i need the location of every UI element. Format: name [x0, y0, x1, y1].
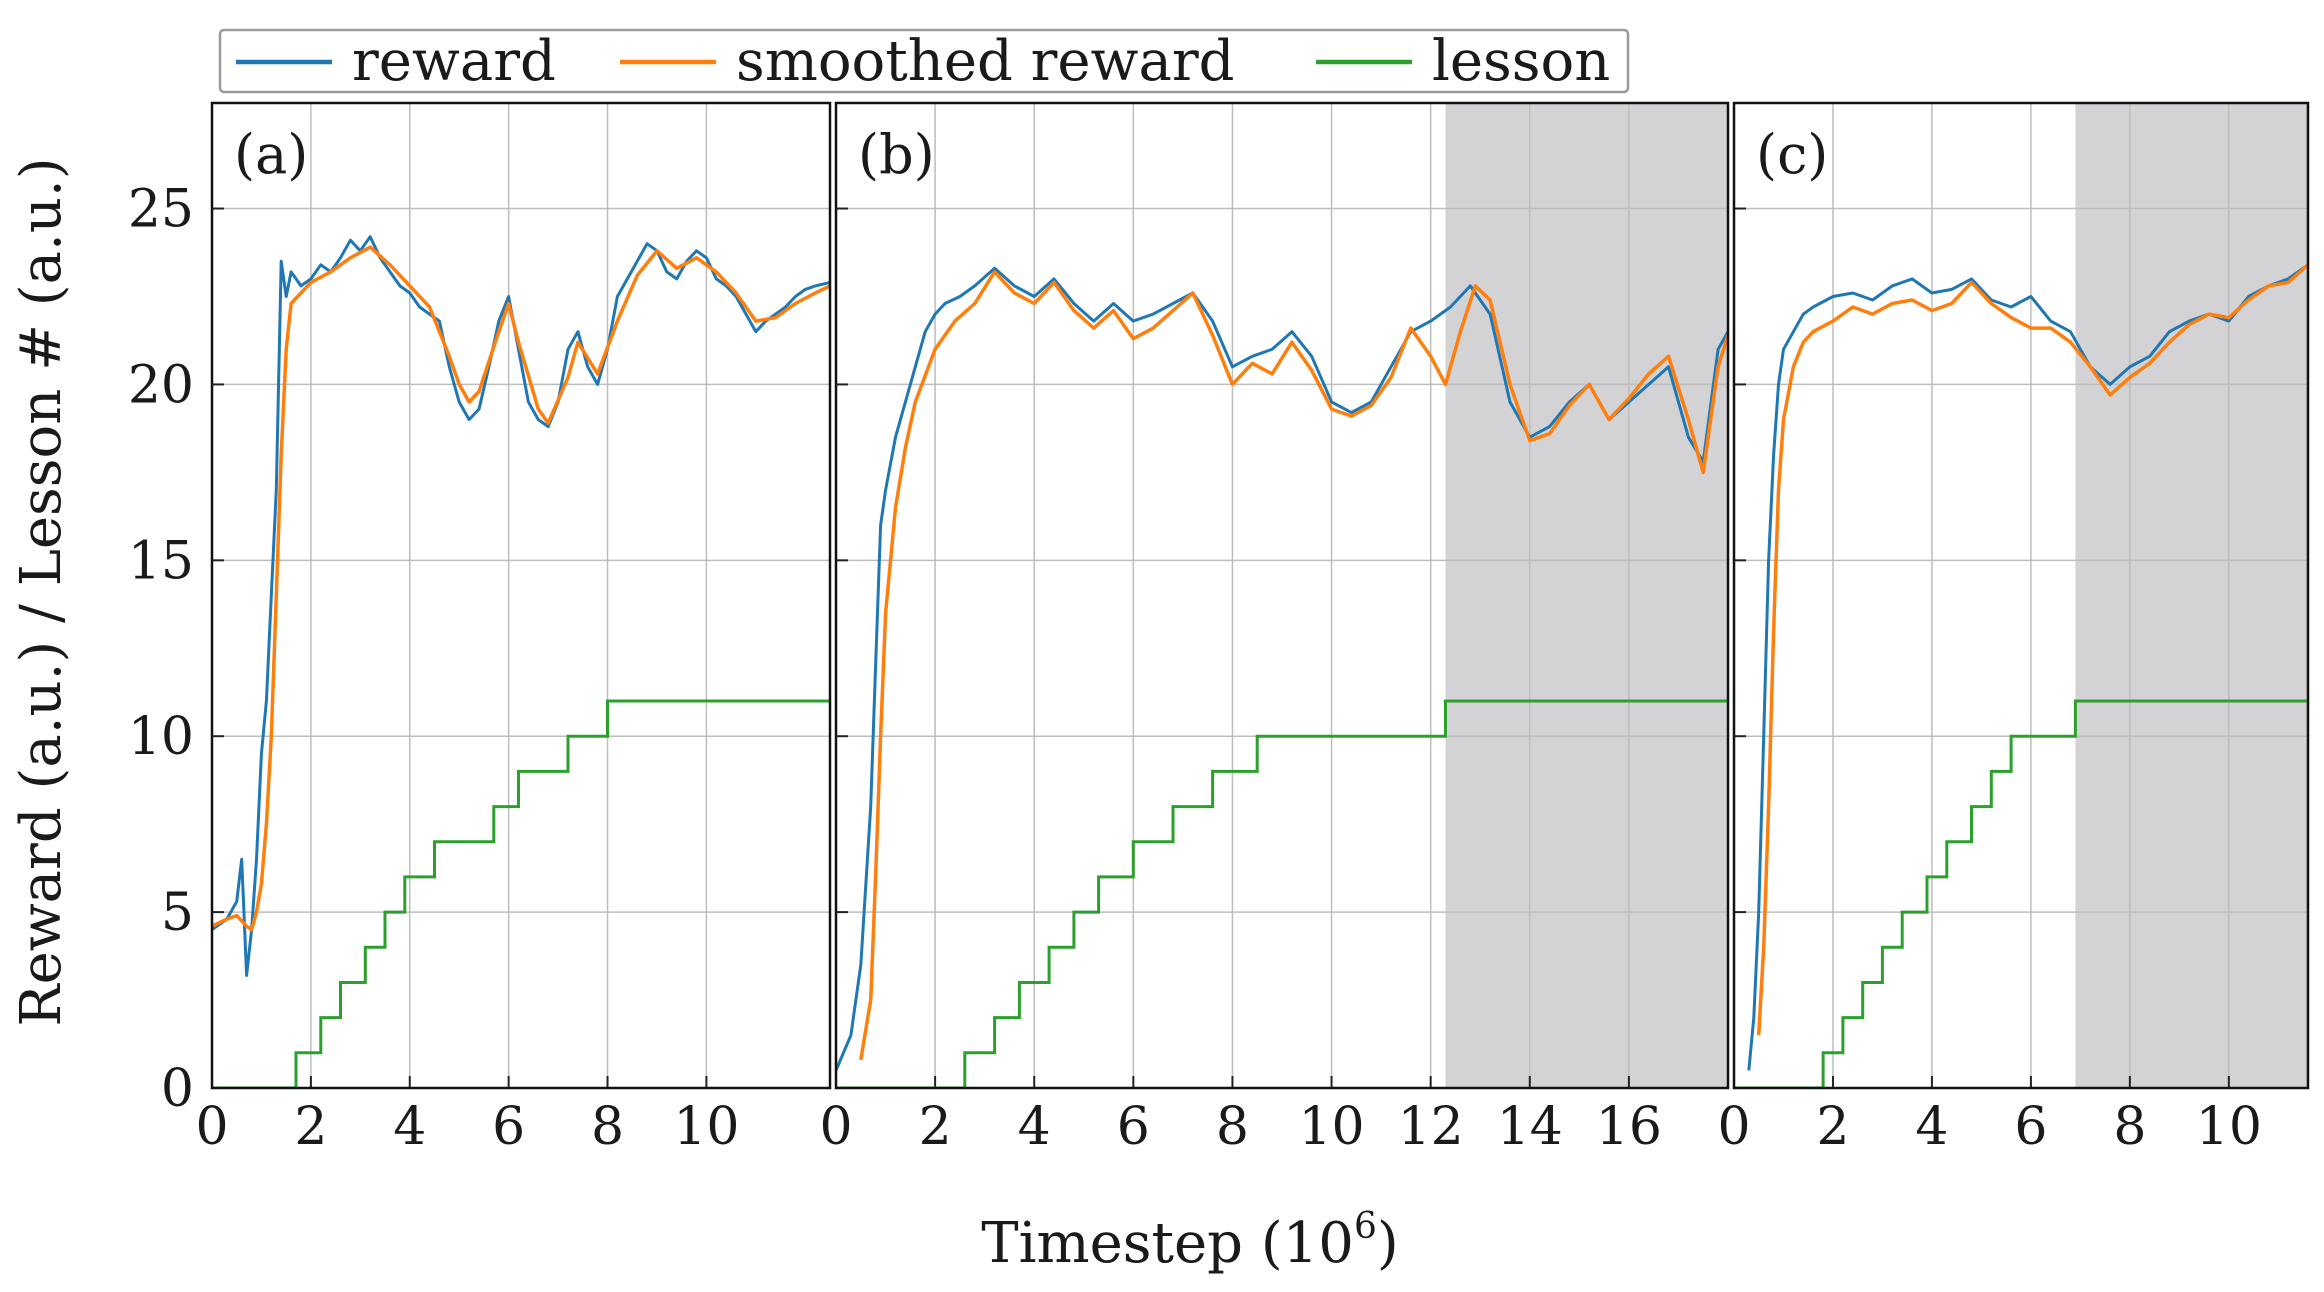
x-tick-label: 6	[1117, 1097, 1150, 1157]
x-tick-label: 12	[1398, 1097, 1464, 1157]
x-tick-label: 0	[1717, 1097, 1750, 1157]
x-tick-label: 10	[673, 1097, 739, 1157]
panel-frame	[210, 101, 832, 1090]
legend-label-lesson: lesson	[1432, 29, 1610, 94]
x-tick-label: 4	[1915, 1097, 1948, 1157]
panel-3: 0 2 4 6 8 10 (c)	[1717, 101, 2310, 1157]
legend-label-reward: reward	[352, 29, 556, 94]
legend-box	[218, 28, 1630, 94]
x-tick-label: 6	[2014, 1097, 2047, 1157]
lesson-series-line	[212, 699, 830, 1088]
reward-series-line	[836, 266, 1728, 1071]
x-tick-label: 0	[195, 1097, 228, 1157]
x-tick-label: 2	[294, 1097, 327, 1157]
x-tick-label: 8	[2113, 1097, 2146, 1157]
x-tick-label: 10	[1298, 1097, 1364, 1157]
legend: reward smoothed reward lesson	[218, 28, 1630, 94]
y-tick-label: 5	[161, 883, 194, 943]
x-tick-label: 16	[1596, 1097, 1662, 1157]
y-tick-label: 15	[128, 531, 194, 591]
reward-series-line	[1747, 263, 2308, 1071]
panel-label: (c)	[1756, 123, 1828, 186]
y-tick-label: 25	[128, 180, 194, 240]
series-lines	[212, 235, 830, 1088]
x-axis-label: Timestep (106)	[981, 1206, 1398, 1276]
x-tick-label: 4	[1018, 1097, 1051, 1157]
x-axis-label-main: Timestep (10	[981, 1211, 1354, 1276]
y-tick-label: 0	[161, 1059, 194, 1119]
x-tick-label: 10	[2196, 1097, 2262, 1157]
smoothed-reward-series-line	[859, 270, 1728, 1061]
panel-frame	[834, 101, 1730, 1090]
legend-label-smoothed-reward: smoothed reward	[736, 29, 1234, 94]
lesson-series-line	[1734, 699, 2308, 1088]
y-tick-label: 10	[128, 707, 194, 767]
panel-label: (a)	[234, 123, 308, 186]
panel-label: (b)	[858, 123, 935, 186]
series-lines	[1734, 263, 2308, 1088]
x-tick-label: 14	[1497, 1097, 1563, 1157]
panel-frame	[1732, 101, 2310, 1090]
y-tick-label: 20	[128, 355, 194, 415]
x-tick-label: 8	[1216, 1097, 1249, 1157]
panel-1: 0 2 4 6 8 10 0 5 10 15 20 25 (a)	[128, 101, 832, 1157]
x-tick-label: 2	[919, 1097, 952, 1157]
x-tick-label: 0	[819, 1097, 852, 1157]
shaded-region	[1445, 103, 1728, 1088]
grid	[212, 103, 830, 1088]
x-tick-label: 4	[393, 1097, 426, 1157]
grid	[1734, 103, 2308, 1088]
x-tick-label: 6	[492, 1097, 525, 1157]
x-tick-label: 8	[591, 1097, 624, 1157]
shaded-region	[2075, 103, 2308, 1088]
smoothed-reward-series-line	[212, 245, 830, 932]
y-axis-label: Reward (a.u.) / Lesson # (a.u.)	[9, 157, 74, 1026]
x-tick-label: 2	[1816, 1097, 1849, 1157]
series-lines	[836, 266, 1728, 1088]
smoothed-reward-series-line	[1756, 263, 2308, 1036]
x-axis-label-close: )	[1377, 1211, 1399, 1276]
x-axis-label-exponent: 6	[1354, 1206, 1377, 1247]
lesson-series-line	[836, 699, 1728, 1088]
panels-group: 0 2 4 6 8 10 0 5 10 15 20 25 (a) 0 2 4 6 8 10 12 14 16 (b) 0 2 4 6…	[128, 101, 2310, 1157]
panel-2: 0 2 4 6 8 10 12 14 16 (b)	[819, 101, 1730, 1157]
